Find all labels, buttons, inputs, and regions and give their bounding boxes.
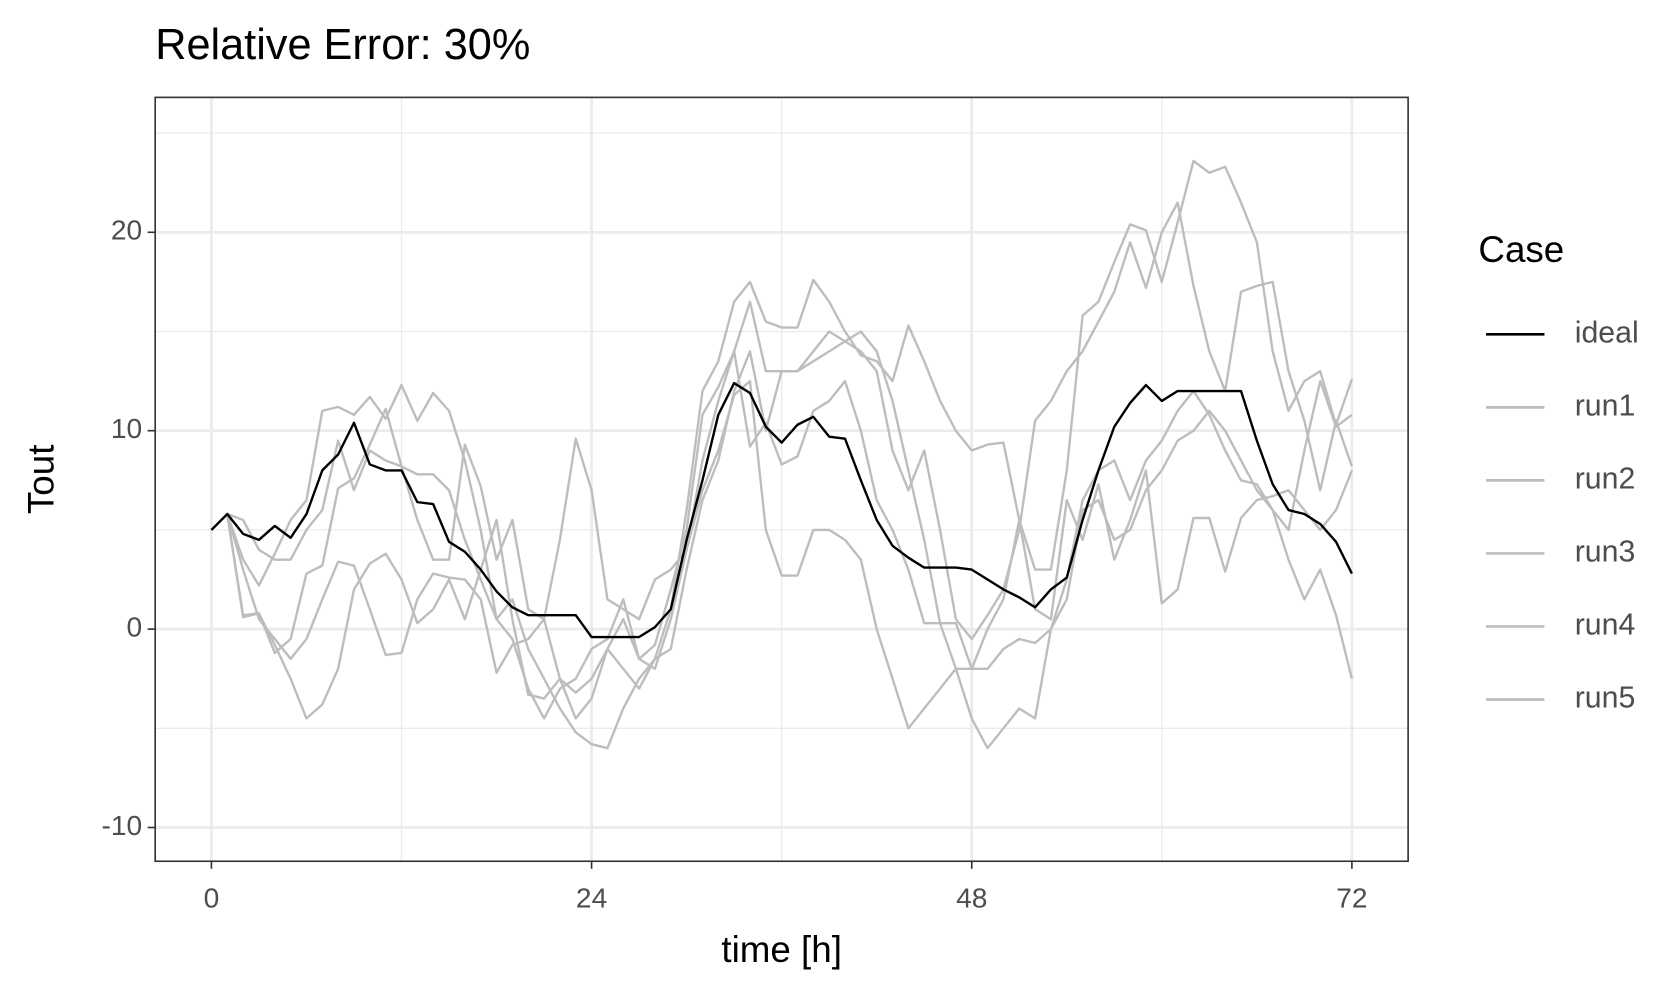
data-line [210,201,1354,641]
data-line [210,381,1353,639]
data-line [210,379,1353,730]
x-tick-label: 0 [204,883,220,914]
data-line [210,159,1354,750]
legend-label: ideal [1575,316,1639,349]
legend-label: run2 [1575,462,1636,495]
y-tick-label: -10 [102,810,143,841]
chart-title: Relative Error: 30% [155,21,530,69]
legend-label: run5 [1575,681,1636,714]
x-tick-label: 24 [576,883,607,914]
plot-border [154,96,1409,863]
legend-title: Case [1478,229,1564,270]
x-axis-label: time [h] [721,929,842,970]
legend-label: run3 [1575,535,1636,568]
legend-label: run1 [1575,389,1636,422]
y-tick-label: 10 [111,413,142,444]
y-tick-label: 0 [127,612,143,643]
y-axis-label: Tout [20,445,61,515]
x-tick-label: 72 [1336,883,1367,914]
y-tick-label: 20 [111,215,142,246]
x-tick-label: 48 [956,883,987,914]
legend-label: run4 [1575,608,1636,641]
